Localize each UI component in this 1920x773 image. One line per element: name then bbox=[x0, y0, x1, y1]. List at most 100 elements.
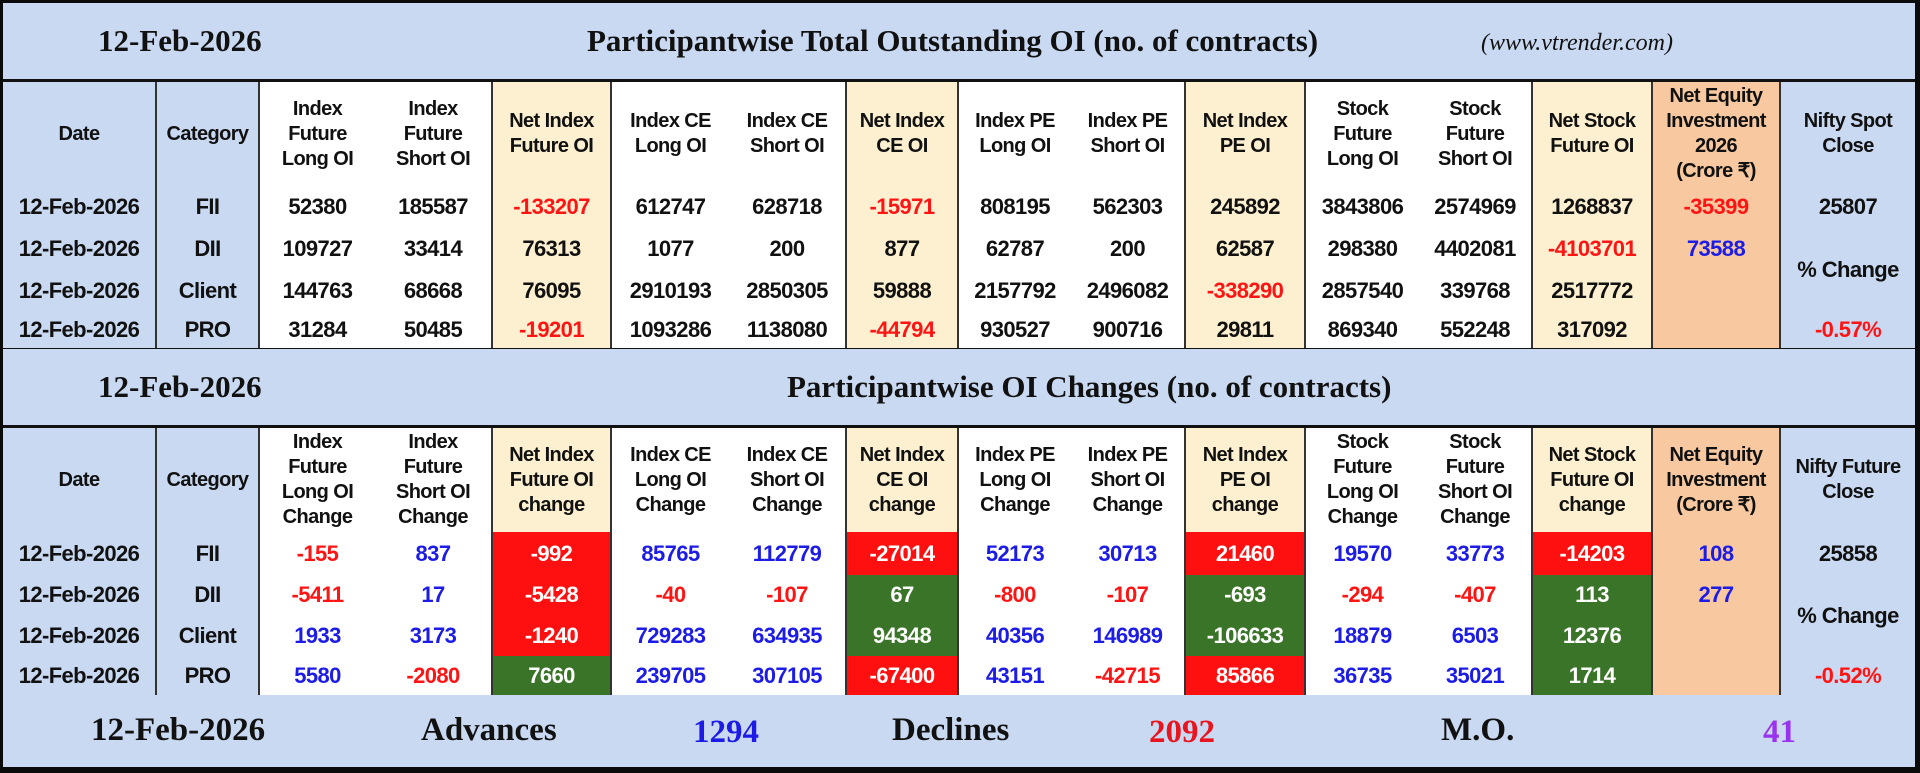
stock-future-long-cell: 869340 bbox=[1305, 311, 1419, 348]
net-index-ce-cell: -67400 bbox=[846, 656, 959, 695]
stock-future-short-cell: -407 bbox=[1419, 575, 1533, 615]
index-future-short-cell: 33414 bbox=[375, 228, 493, 270]
column-header-stock-future-short: Stock Future Short OI bbox=[1419, 82, 1533, 186]
market-breadth-bar: 12-Feb-2026 Advances 1294 Declines 2092 … bbox=[3, 695, 1915, 767]
index-future-long-cell: 5580 bbox=[259, 656, 375, 695]
index-ce-short-cell: 628718 bbox=[729, 186, 847, 228]
net-equity-investment-cell bbox=[1652, 656, 1781, 695]
stock-future-long-cell: 298380 bbox=[1305, 228, 1419, 270]
stock-future-long-cell: 2857540 bbox=[1305, 270, 1419, 311]
net-index-future-cell: 7660 bbox=[492, 656, 612, 695]
table-row: 12-Feb-2026 PRO 5580 -2080 7660 239705 307105-… bbox=[3, 656, 1915, 695]
net-index-future-cell: 76095 bbox=[492, 270, 612, 311]
table-row: 12-Feb-2026 DII 109727 33414 76313 1077 200 877… bbox=[3, 228, 1915, 311]
column-header-index-future-short: Index Future Short OI bbox=[375, 82, 493, 186]
category-cell: Client bbox=[156, 270, 260, 311]
net-stock-future-cell: -14203 bbox=[1532, 532, 1653, 575]
column-header-net-equity-investment: Net Equity Investment (Crore ₹) bbox=[1652, 428, 1781, 532]
date-cell: 12-Feb-2026 bbox=[3, 575, 157, 615]
index-future-long-cell: 109727 bbox=[259, 228, 375, 270]
column-header-category: Category bbox=[156, 428, 260, 532]
index-pe-short-cell: 146989 bbox=[1071, 615, 1186, 656]
index-future-short-cell: 185587 bbox=[375, 186, 493, 228]
index-future-short-cell: 68668 bbox=[375, 270, 493, 311]
net-stock-future-cell: -4103701 bbox=[1532, 228, 1653, 270]
index-pe-long-cell: 43151 bbox=[958, 656, 1071, 695]
net-index-ce-cell: -44794 bbox=[846, 311, 959, 348]
breadth-date: 12-Feb-2026 bbox=[91, 712, 266, 748]
category-cell: DII bbox=[156, 575, 260, 615]
index-future-long-cell: 31284 bbox=[259, 311, 375, 348]
stock-future-short-cell: 6503 bbox=[1419, 615, 1533, 656]
stock-future-short-cell: 35021 bbox=[1419, 656, 1533, 695]
table-row: 12-Feb-2026 FII 52380 185587 -133207 612747 62… bbox=[3, 186, 1915, 228]
net-index-ce-cell: 94348 bbox=[846, 615, 959, 656]
column-header-stock-future-short: Stock Future Short OI Change bbox=[1419, 428, 1533, 532]
net-index-ce-cell: 877 bbox=[846, 228, 959, 270]
net-stock-future-cell: 12376 bbox=[1532, 615, 1653, 656]
net-index-ce-cell: -15971 bbox=[846, 186, 959, 228]
index-ce-long-cell: 612747 bbox=[611, 186, 729, 228]
column-header-net-index-pe: Net Index PE OI bbox=[1185, 82, 1306, 186]
stock-future-long-cell: 19570 bbox=[1305, 532, 1419, 575]
stock-future-long-cell: -294 bbox=[1305, 575, 1419, 615]
stock-future-long-cell: 3843806 bbox=[1305, 186, 1419, 228]
net-index-pe-cell: 62587 bbox=[1185, 228, 1306, 270]
stock-future-short-cell: 4402081 bbox=[1419, 228, 1533, 270]
net-index-future-cell: -19201 bbox=[492, 311, 612, 348]
advances-label: Advances bbox=[421, 712, 557, 748]
column-header-index-pe-short: Index PE Short OI bbox=[1071, 82, 1186, 186]
date-cell: 12-Feb-2026 bbox=[3, 615, 157, 656]
advances-value: 1294 bbox=[693, 714, 759, 750]
table-row: 12-Feb-2026 PRO 31284 50485 -19201 1093286 113… bbox=[3, 311, 1915, 348]
column-header-index-ce-short: Index CE Short OI bbox=[729, 82, 847, 186]
date-cell: 12-Feb-2026 bbox=[3, 311, 157, 348]
net-stock-future-cell: 113 bbox=[1532, 575, 1653, 615]
net-index-pe-cell: 21460 bbox=[1185, 532, 1306, 575]
column-header-net-index-pe: Net Index PE OI change bbox=[1185, 428, 1306, 532]
index-ce-short-cell: 307105 bbox=[729, 656, 847, 695]
index-future-long-cell: 52380 bbox=[259, 186, 375, 228]
index-pe-long-cell: -800 bbox=[958, 575, 1071, 615]
net-stock-future-cell: 1268837 bbox=[1532, 186, 1653, 228]
column-header-net-equity-investment: Net Equity Investment 2026 (Crore ₹) bbox=[1652, 82, 1781, 186]
column-header-net-index-ce: Net Index CE OI change bbox=[846, 428, 959, 532]
table-row: 12-Feb-2026 Client 144763 68668 76095 2910193… bbox=[3, 270, 1915, 311]
oi-changes-title-bar: 12-Feb-2026 Participantwise OI Changes (… bbox=[3, 349, 1915, 425]
category-cell: FII bbox=[156, 532, 260, 575]
column-header-net-stock-future: Net Stock Future OI bbox=[1532, 82, 1653, 186]
net-index-pe-cell: -106633 bbox=[1185, 615, 1306, 656]
index-ce-short-cell: -107 bbox=[729, 575, 847, 615]
stock-future-long-cell: 18879 bbox=[1305, 615, 1419, 656]
column-header-net-stock-future: Net Stock Future OI change bbox=[1532, 428, 1653, 532]
net-stock-future-cell: 1714 bbox=[1532, 656, 1653, 695]
index-future-short-cell: 837 bbox=[375, 532, 493, 575]
index-pe-long-cell: 52173 bbox=[958, 532, 1071, 575]
net-index-future-cell: -133207 bbox=[492, 186, 612, 228]
index-future-long-cell: -155 bbox=[259, 532, 375, 575]
net-index-pe-cell: 29811 bbox=[1185, 311, 1306, 348]
column-header-index-future-long: Index Future Long OI bbox=[259, 82, 375, 186]
column-header-nifty-close: Nifty Spot Close bbox=[1780, 82, 1915, 186]
index-pe-short-cell: 30713 bbox=[1071, 532, 1186, 575]
column-header-nifty-close: Nifty Future Close bbox=[1780, 428, 1915, 532]
stock-future-short-cell: 2574969 bbox=[1419, 186, 1533, 228]
net-index-ce-cell: 67 bbox=[846, 575, 959, 615]
index-pe-short-cell: 900716 bbox=[1071, 311, 1186, 348]
stock-future-long-cell: 36735 bbox=[1305, 656, 1419, 695]
column-header-index-pe-short: Index PE Short OI Change bbox=[1071, 428, 1186, 532]
category-cell: DII bbox=[156, 228, 260, 270]
net-stock-future-cell: 317092 bbox=[1532, 311, 1653, 348]
column-header-category: Category bbox=[156, 82, 260, 186]
net-equity-investment-cell: 277 bbox=[1652, 575, 1781, 615]
table-row: 12-Feb-2026 FII -155 837 -992 85765 112779 -270… bbox=[3, 532, 1915, 575]
index-ce-long-cell: 85765 bbox=[611, 532, 729, 575]
column-header-index-ce-short: Index CE Short OI Change bbox=[729, 428, 847, 532]
column-header-net-index-future: Net Index Future OI change bbox=[492, 428, 612, 532]
category-cell: PRO bbox=[156, 311, 260, 348]
net-index-pe-cell: 85866 bbox=[1185, 656, 1306, 695]
column-header-date: Date bbox=[3, 82, 157, 186]
date-cell: 12-Feb-2026 bbox=[3, 270, 157, 311]
header-row: Date Category Index Future Long OI Index Fu… bbox=[3, 82, 1915, 186]
date-cell: 12-Feb-2026 bbox=[3, 532, 157, 575]
